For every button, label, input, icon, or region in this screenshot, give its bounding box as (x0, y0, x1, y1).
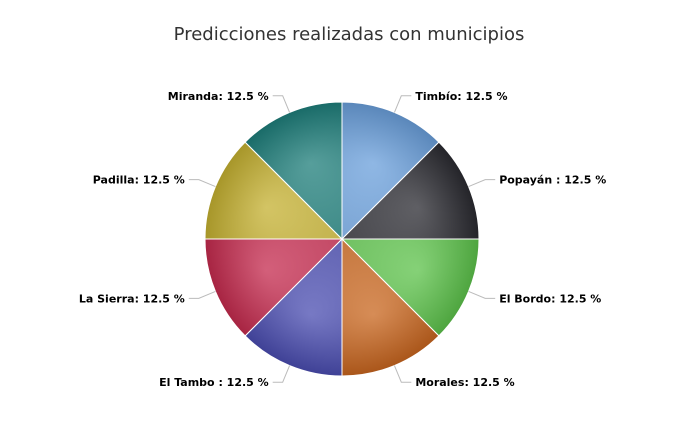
slice-label-timbio: Timbío: 12.5 % (415, 90, 507, 103)
slice-label-padilla: Padilla: 12.5 % (93, 174, 185, 187)
connector-el-bordo (468, 290, 496, 299)
slice-label-el-tambo: El Tambo : 12.5 % (159, 376, 269, 389)
connector-miranda (272, 95, 291, 113)
slice-label-la-sierra: La Sierra: 12.5 % (79, 292, 185, 305)
slice-label-el-bordo: El Bordo: 12.5 % (499, 292, 601, 305)
connector-popayan (468, 179, 496, 188)
connector-morales (393, 365, 412, 383)
slice-label-popayan: Popayán : 12.5 % (499, 174, 606, 187)
connector-timbio (393, 95, 412, 113)
slice-label-miranda: Miranda: 12.5 % (168, 90, 269, 103)
chart-title: Predicciones realizadas con municipios (173, 24, 525, 45)
connector-la-sierra (188, 290, 216, 299)
slice-label-morales: Morales: 12.5 % (415, 376, 514, 389)
connector-el-tambo (272, 365, 291, 383)
connector-padilla (188, 179, 216, 188)
